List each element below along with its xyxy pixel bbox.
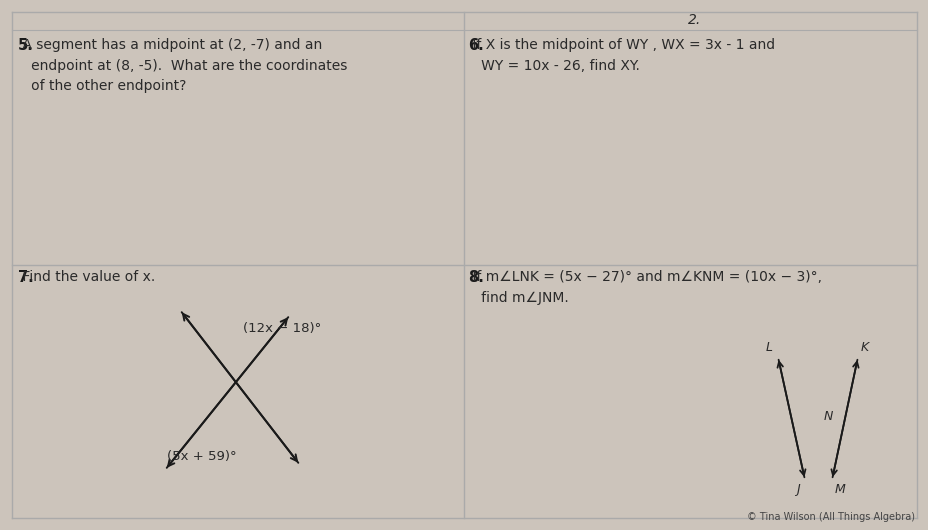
Text: J: J xyxy=(795,483,799,496)
Text: © Tina Wilson (All Things Algebra): © Tina Wilson (All Things Algebra) xyxy=(746,512,914,522)
Text: If m∠LNK = (5x − 27)° and m∠KNM = (10x − 3)°,
   find m∠JNM.: If m∠LNK = (5x − 27)° and m∠KNM = (10x −… xyxy=(468,270,821,305)
Text: 7.: 7. xyxy=(18,270,33,285)
Text: 8.: 8. xyxy=(468,270,483,285)
Text: A segment has a midpoint at (2, -7) and an
   endpoint at (8, -5).  What are the: A segment has a midpoint at (2, -7) and … xyxy=(18,38,347,93)
Text: (5x + 59)°: (5x + 59)° xyxy=(167,450,237,463)
Text: K: K xyxy=(860,341,869,354)
Text: Find the value of x.: Find the value of x. xyxy=(18,270,155,284)
Text: 5.: 5. xyxy=(18,38,33,53)
Text: L: L xyxy=(766,341,772,354)
Text: 6.: 6. xyxy=(468,38,483,53)
Text: (12x − 18)°: (12x − 18)° xyxy=(243,322,321,335)
Text: 2.: 2. xyxy=(688,13,701,27)
Text: M: M xyxy=(834,483,844,496)
Text: N: N xyxy=(823,411,832,423)
Text: If X is the midpoint of WY , WX = 3x - 1 and
   WY = 10x - 26, find XY.: If X is the midpoint of WY , WX = 3x - 1… xyxy=(468,38,774,73)
